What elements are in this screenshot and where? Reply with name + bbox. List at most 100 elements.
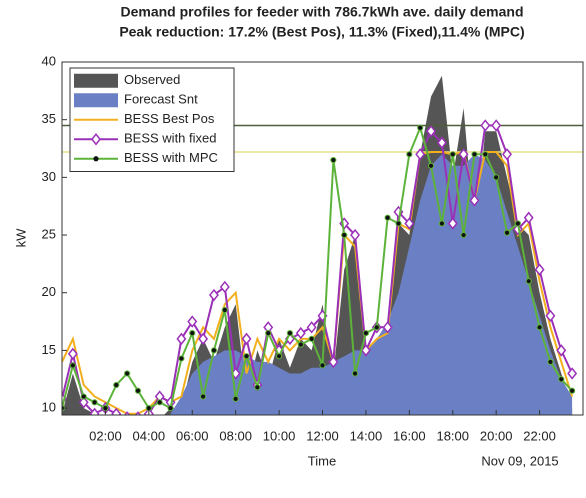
legend-label: BESS Best Pos xyxy=(124,111,215,126)
marker xyxy=(415,148,426,161)
marker xyxy=(210,347,218,354)
marker xyxy=(426,125,437,138)
x-tick-label: 08:00 xyxy=(219,428,252,443)
x-tick-label: 02:00 xyxy=(89,428,122,443)
x-tick-label: 10:00 xyxy=(263,428,296,443)
marker xyxy=(350,228,361,242)
marker xyxy=(567,367,578,380)
marker xyxy=(187,315,198,328)
legend-marker xyxy=(91,133,101,146)
chart-subtitle: Peak reduction: 17.2% (Best Pos), 11.3% … xyxy=(119,24,524,40)
marker xyxy=(124,370,131,377)
marker xyxy=(482,151,489,158)
marker xyxy=(534,263,545,276)
marker xyxy=(286,329,294,337)
marker xyxy=(69,362,76,369)
marker xyxy=(328,355,339,369)
legend-label: Forecast Snt xyxy=(124,92,198,107)
marker xyxy=(241,332,252,346)
marker xyxy=(502,148,512,161)
marker xyxy=(178,355,185,362)
marker xyxy=(330,156,337,164)
marker xyxy=(124,411,131,415)
marker xyxy=(200,393,207,400)
marker xyxy=(436,136,447,149)
marker xyxy=(295,326,306,340)
y-tick-label: 10 xyxy=(42,400,56,415)
marker xyxy=(78,396,89,409)
legend-label: Observed xyxy=(124,72,180,87)
marker xyxy=(547,358,554,366)
marker xyxy=(243,353,250,360)
x-tick-label: 18:00 xyxy=(436,428,469,443)
marker xyxy=(493,174,500,181)
marker xyxy=(198,332,209,346)
marker xyxy=(395,220,402,227)
marker xyxy=(491,119,502,132)
marker xyxy=(449,151,456,158)
marker xyxy=(536,324,543,331)
marker xyxy=(134,411,142,415)
x-tick-label: 20:00 xyxy=(480,428,513,443)
marker xyxy=(362,329,370,337)
x-tick-label: 14:00 xyxy=(350,428,383,443)
marker xyxy=(373,324,380,331)
marker xyxy=(382,321,393,334)
marker xyxy=(460,231,467,239)
y-tick-label: 15 xyxy=(42,342,56,357)
legend-marker xyxy=(93,156,99,162)
marker xyxy=(189,329,196,337)
chart-title: Demand profiles for feeder with 786.7kWh… xyxy=(120,4,523,20)
marker xyxy=(319,362,326,369)
marker xyxy=(404,217,415,230)
marker xyxy=(558,376,565,383)
marker xyxy=(545,309,556,322)
marker xyxy=(297,341,304,348)
marker xyxy=(384,214,391,221)
marker xyxy=(447,217,458,230)
marker xyxy=(351,370,359,377)
marker xyxy=(341,231,348,239)
marker xyxy=(102,404,109,412)
x-tick-label: 04:00 xyxy=(133,428,166,443)
marker xyxy=(80,393,87,400)
marker xyxy=(306,321,317,334)
legend-label: BESS with fixed xyxy=(124,131,217,146)
marker xyxy=(556,344,567,357)
marker xyxy=(111,407,122,415)
marker xyxy=(525,278,532,285)
marker xyxy=(219,280,230,294)
marker xyxy=(471,151,478,158)
legend-label: BESS with MPC xyxy=(124,150,218,165)
marker xyxy=(232,395,239,402)
marker xyxy=(417,124,424,131)
marker xyxy=(113,381,120,389)
y-tick-label: 35 xyxy=(42,111,56,126)
marker xyxy=(438,220,445,227)
marker xyxy=(406,151,413,158)
date-label: Nov 09, 2015 xyxy=(481,453,558,468)
marker xyxy=(254,384,261,391)
y-tick-label: 20 xyxy=(42,284,56,299)
marker xyxy=(503,229,511,236)
area xyxy=(62,154,573,415)
marker xyxy=(480,119,491,132)
marker xyxy=(265,329,272,337)
marker xyxy=(156,399,163,406)
marker xyxy=(167,404,174,412)
x-axis-label: Time xyxy=(308,453,336,468)
marker xyxy=(134,387,142,394)
legend-swatch xyxy=(74,93,118,108)
marker xyxy=(89,407,100,415)
marker xyxy=(176,332,187,346)
marker xyxy=(427,162,435,169)
marker xyxy=(360,344,371,357)
marker xyxy=(208,288,219,302)
y-tick-label: 25 xyxy=(42,226,56,241)
line xyxy=(62,124,573,410)
x-tick-label: 06:00 xyxy=(176,428,209,443)
marker xyxy=(275,353,283,360)
marker xyxy=(458,148,469,161)
x-tick-label: 22:00 xyxy=(523,428,556,443)
